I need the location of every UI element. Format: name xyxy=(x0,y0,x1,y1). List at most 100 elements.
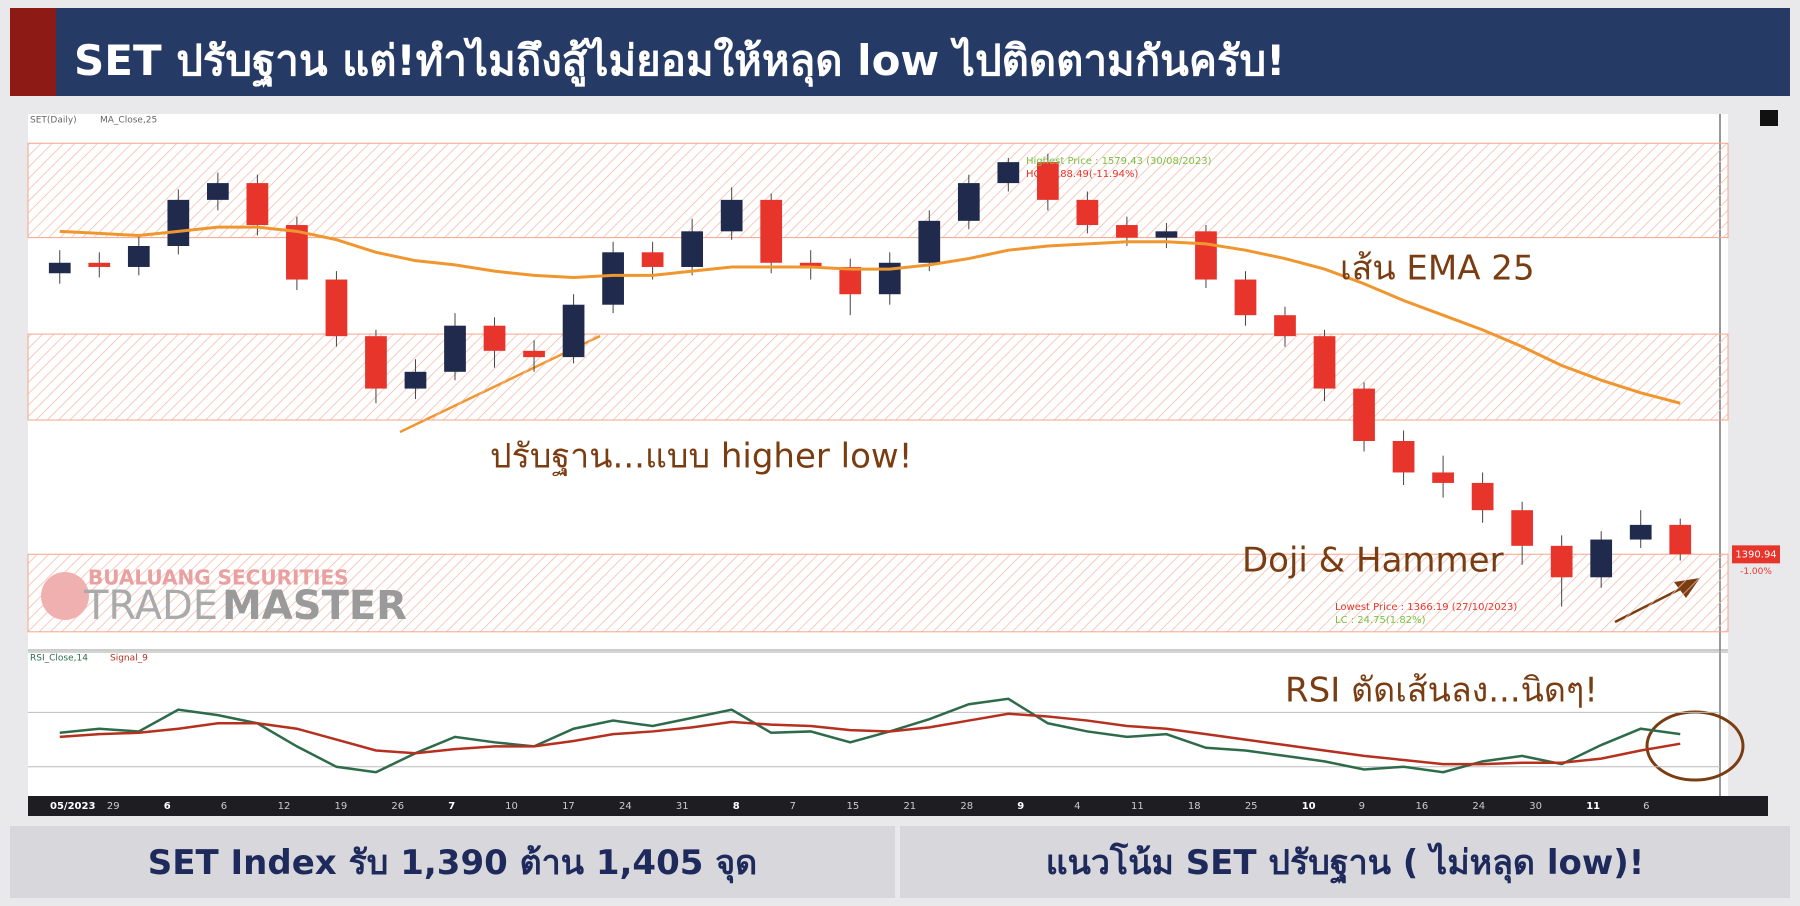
legend: MA_Close,25 xyxy=(100,116,157,126)
logo-trade: TRADE xyxy=(83,583,218,629)
header: SET ปรับฐาน แต่!ทำไมถึงสู้ไม่ยอมให้หลุด … xyxy=(10,8,1790,96)
candle xyxy=(562,304,585,358)
x-tick-label: 19 xyxy=(334,801,347,812)
rsi-line xyxy=(59,712,1681,766)
x-tick-label: 8 xyxy=(733,801,740,812)
candle xyxy=(1590,539,1613,578)
x-tick-label: 12 xyxy=(278,801,291,812)
x-tick-label: 29 xyxy=(107,801,120,812)
candle xyxy=(523,350,545,358)
candle xyxy=(1116,225,1138,238)
x-tick-label: 24 xyxy=(1472,801,1485,812)
x-tick-label: 7 xyxy=(448,801,455,812)
candle xyxy=(1432,472,1454,483)
candle xyxy=(325,279,348,337)
candle xyxy=(1392,441,1415,473)
x-tick-label: 6 xyxy=(164,801,171,812)
x-tick-label: 11 xyxy=(1586,801,1600,812)
candle xyxy=(1036,162,1059,200)
zone xyxy=(27,142,1729,239)
candle xyxy=(641,252,664,267)
x-tick-label: 9 xyxy=(1017,801,1024,812)
zone xyxy=(27,553,1729,633)
annotation: ปรับฐาน...แบบ higher low! xyxy=(490,437,912,477)
x-tick-label: 6 xyxy=(1643,801,1649,812)
candle xyxy=(602,252,624,305)
x-tick-label: 25 xyxy=(1245,801,1258,812)
candle xyxy=(365,336,387,389)
logo-mark xyxy=(41,572,89,620)
zone xyxy=(27,333,1729,421)
highest-change: HC : -188.49(-11.94%) xyxy=(1026,169,1138,180)
rsi-line xyxy=(59,697,1681,774)
x-tick-label: 9 xyxy=(1359,801,1365,812)
candle xyxy=(1195,231,1217,280)
x-tick-label: 05/2023 xyxy=(50,801,95,812)
x-tick-label: 10 xyxy=(505,801,518,812)
candle xyxy=(1669,524,1692,555)
candle xyxy=(918,220,941,263)
x-tick-label: 4 xyxy=(1074,801,1080,812)
annotation: เส้น EMA 25 xyxy=(1340,249,1535,289)
candle xyxy=(957,183,980,221)
highest: Highest Price : 1579.43 (30/08/2023) xyxy=(1026,156,1212,167)
candle xyxy=(720,199,743,232)
x-tick-label: 15 xyxy=(847,801,860,812)
chart: SET(Daily) MA_Close,25 1390.94 -1.00% Highes… xyxy=(27,110,1780,816)
last-price: 1390.94 xyxy=(1735,549,1776,560)
candle xyxy=(760,199,783,263)
candle xyxy=(48,262,71,274)
candle xyxy=(206,183,229,200)
candle xyxy=(1234,279,1257,316)
legend: SET(Daily) xyxy=(30,116,77,126)
x-tick-label: 6 xyxy=(221,801,227,812)
x-tick-label: 17 xyxy=(562,801,575,812)
x-tick-label: 10 xyxy=(1302,801,1316,812)
candle xyxy=(681,231,704,267)
ema-line xyxy=(59,225,1681,405)
candle xyxy=(88,262,111,267)
candle xyxy=(799,262,822,267)
logo-master: MASTER xyxy=(222,583,407,629)
x-tick-label: 7 xyxy=(790,801,796,812)
candle xyxy=(404,371,427,389)
legend: Signal_9 xyxy=(110,654,148,664)
candle xyxy=(878,262,901,295)
x-tick-label: 16 xyxy=(1416,801,1429,812)
x-tick-label: 24 xyxy=(619,801,632,812)
lowest: Lowest Price : 1366.19 (27/10/2023) xyxy=(1335,602,1517,613)
annotation: RSI ตัดเส้นลง...นิดๆ! xyxy=(1285,671,1598,711)
logo-company: BUALUANG SECURITIES xyxy=(88,566,349,590)
candle xyxy=(1471,482,1494,511)
candle xyxy=(839,266,862,295)
candle xyxy=(1313,336,1336,389)
x-tick-label: 28 xyxy=(960,801,973,812)
candle xyxy=(1274,315,1296,337)
candle xyxy=(1511,510,1534,546)
footer-left: SET Index รับ 1,390 ต้าน 1,405 จุด xyxy=(10,826,895,898)
candle xyxy=(246,183,269,226)
candle xyxy=(997,162,1020,184)
candle xyxy=(1076,199,1099,226)
x-tick-label: 30 xyxy=(1529,801,1542,812)
candle xyxy=(1353,388,1375,441)
accent xyxy=(10,8,56,96)
annotation: Doji & Hammer xyxy=(1242,541,1504,581)
x-tick-label: 31 xyxy=(676,801,689,812)
candle xyxy=(1155,231,1178,238)
x-tick-label: 18 xyxy=(1188,801,1201,812)
title: SET ปรับฐาน แต่!ทำไมถึงสู้ไม่ยอมให้หลุด … xyxy=(74,36,1286,85)
x-tick-label: 26 xyxy=(391,801,404,812)
candle xyxy=(483,325,506,351)
close-icon[interactable] xyxy=(1760,110,1778,126)
x-tick-label: 21 xyxy=(903,801,916,812)
last-change: -1.00% xyxy=(1740,567,1772,577)
price-tag xyxy=(1732,545,1780,564)
candle xyxy=(1550,545,1573,578)
candle xyxy=(127,246,150,267)
candle xyxy=(286,225,308,280)
legend: RSI_Close,14 xyxy=(30,654,88,664)
x-tick-label: 11 xyxy=(1131,801,1144,812)
footer-right: แนวโน้ม SET ปรับฐาน ( ไม่หลุด low)! xyxy=(900,826,1790,898)
